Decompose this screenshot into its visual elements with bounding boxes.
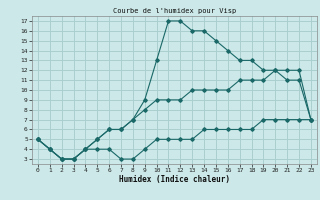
Title: Courbe de l'humidex pour Visp: Courbe de l'humidex pour Visp: [113, 8, 236, 14]
X-axis label: Humidex (Indice chaleur): Humidex (Indice chaleur): [119, 175, 230, 184]
